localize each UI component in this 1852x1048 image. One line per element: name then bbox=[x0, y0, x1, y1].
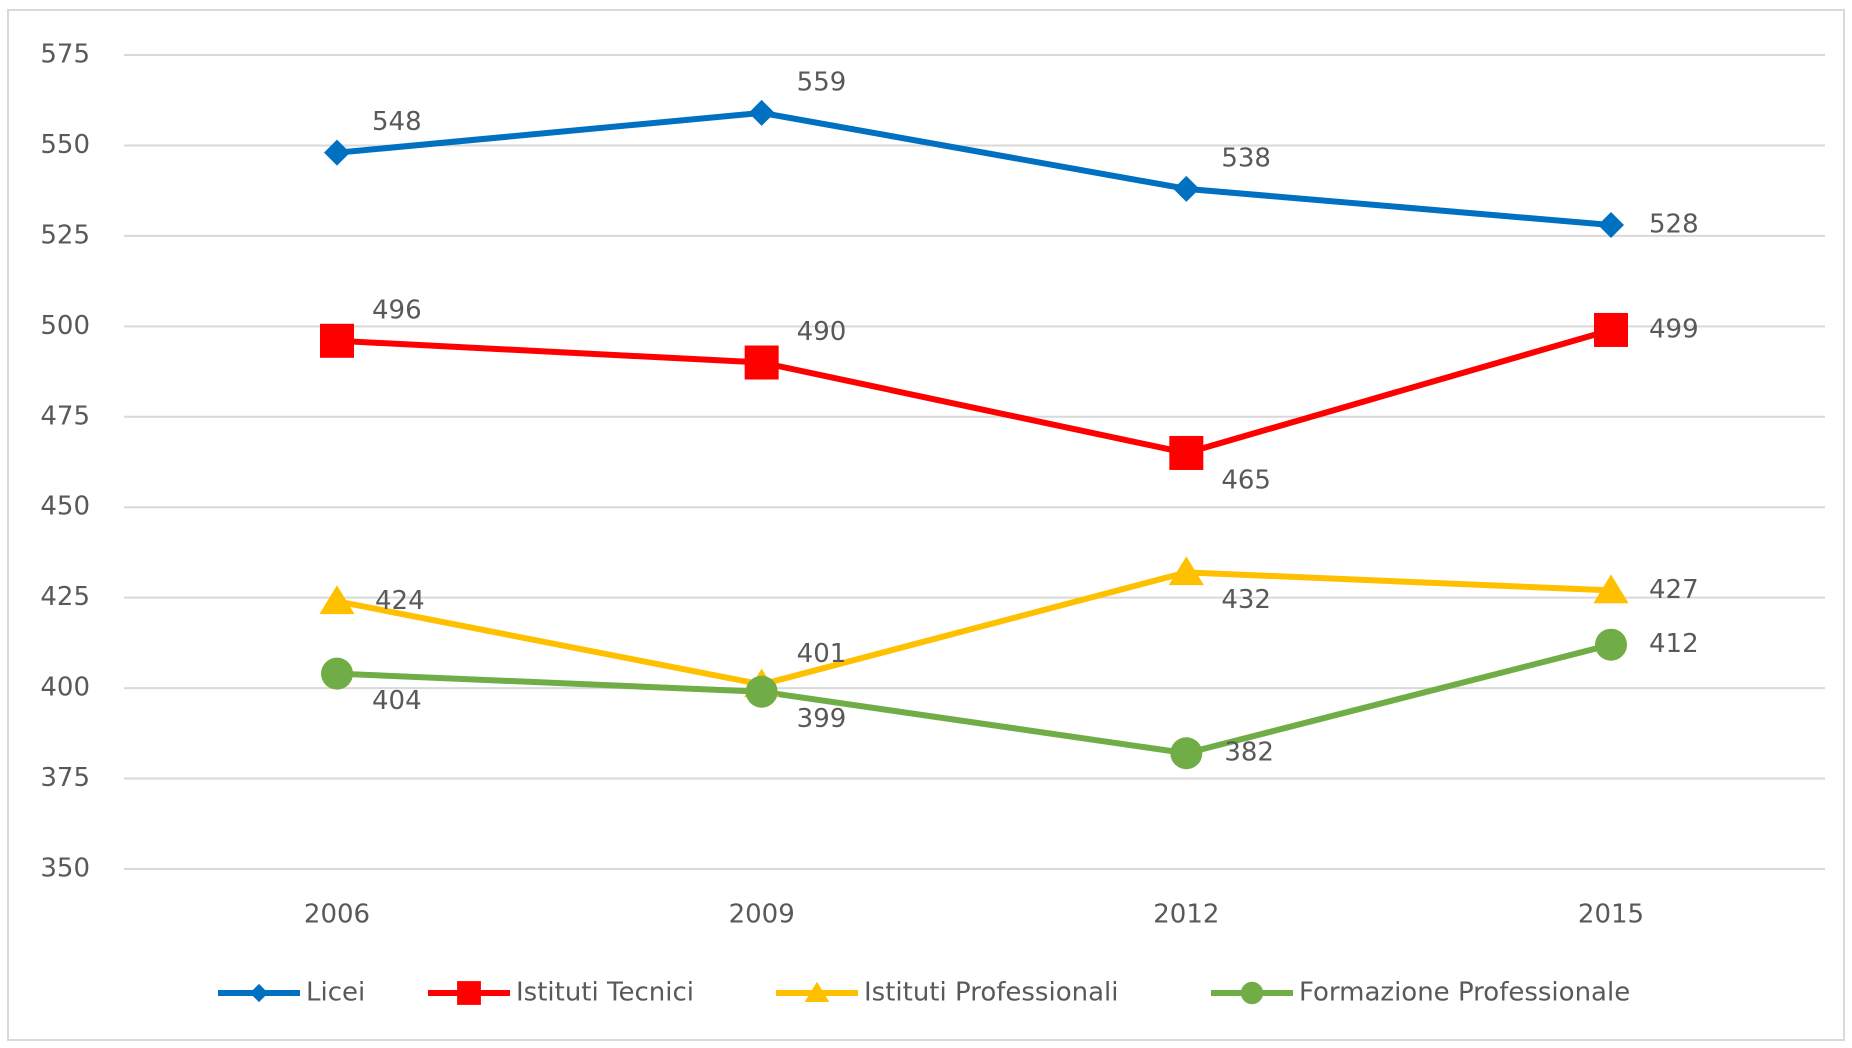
legend-label: Formazione Professionale bbox=[1299, 978, 1630, 1008]
x-tick-label: 2015 bbox=[1578, 900, 1644, 930]
data-label: 559 bbox=[797, 67, 847, 97]
data-label: 412 bbox=[1649, 629, 1699, 659]
marker bbox=[321, 657, 353, 690]
marker bbox=[748, 99, 775, 126]
data-label: 538 bbox=[1221, 143, 1271, 173]
marker bbox=[745, 675, 778, 708]
series-line bbox=[336, 327, 1612, 456]
data-label: 401 bbox=[797, 639, 847, 669]
data-label: 399 bbox=[797, 704, 847, 734]
legend-marker bbox=[457, 981, 481, 1005]
y-tick-label: 575 bbox=[40, 40, 90, 70]
data-label: 548 bbox=[372, 107, 422, 137]
marker bbox=[744, 345, 779, 380]
x-tick-label: 2009 bbox=[729, 900, 795, 930]
legend-marker bbox=[249, 983, 269, 1003]
marker bbox=[320, 323, 354, 358]
data-label: 424 bbox=[375, 586, 425, 616]
data-label: 499 bbox=[1649, 314, 1699, 344]
chart-border bbox=[7, 9, 1845, 1041]
legend-label: Istituti Professionali bbox=[864, 978, 1118, 1008]
legend-label: Istituti Tecnici bbox=[516, 978, 694, 1008]
y-tick-label: 475 bbox=[40, 401, 90, 431]
legend-label: Licei bbox=[306, 978, 365, 1008]
y-tick-label: 525 bbox=[40, 220, 90, 250]
y-tick-label: 550 bbox=[40, 130, 90, 160]
marker bbox=[1169, 435, 1204, 470]
series-line bbox=[336, 109, 1612, 229]
series-line bbox=[336, 641, 1612, 757]
legend-marker bbox=[1240, 981, 1264, 1005]
data-label: 382 bbox=[1224, 738, 1274, 768]
data-label: 432 bbox=[1221, 585, 1271, 615]
x-tick-label: 2012 bbox=[1153, 900, 1219, 930]
y-tick-label: 375 bbox=[40, 763, 90, 793]
y-tick-label: 450 bbox=[40, 492, 90, 522]
marker bbox=[1168, 556, 1204, 586]
y-tick-label: 500 bbox=[40, 311, 90, 341]
data-label: 496 bbox=[372, 295, 422, 325]
marker bbox=[1594, 312, 1628, 347]
y-tick-label: 350 bbox=[40, 854, 90, 884]
marker bbox=[1598, 212, 1624, 239]
marker bbox=[1173, 175, 1200, 202]
data-label: 528 bbox=[1649, 210, 1699, 240]
marker bbox=[1170, 737, 1203, 770]
legend-marker bbox=[804, 981, 830, 1002]
data-label: 404 bbox=[372, 686, 422, 716]
marker bbox=[319, 585, 355, 615]
marker bbox=[1595, 628, 1627, 661]
x-tick-label: 2006 bbox=[304, 900, 370, 930]
marker bbox=[1593, 574, 1629, 604]
data-label: 465 bbox=[1221, 465, 1271, 495]
y-tick-label: 425 bbox=[40, 582, 90, 612]
y-tick-label: 400 bbox=[40, 673, 90, 703]
data-label: 490 bbox=[797, 317, 847, 347]
data-label: 427 bbox=[1649, 575, 1699, 605]
series-line bbox=[336, 569, 1612, 688]
marker bbox=[324, 139, 350, 166]
